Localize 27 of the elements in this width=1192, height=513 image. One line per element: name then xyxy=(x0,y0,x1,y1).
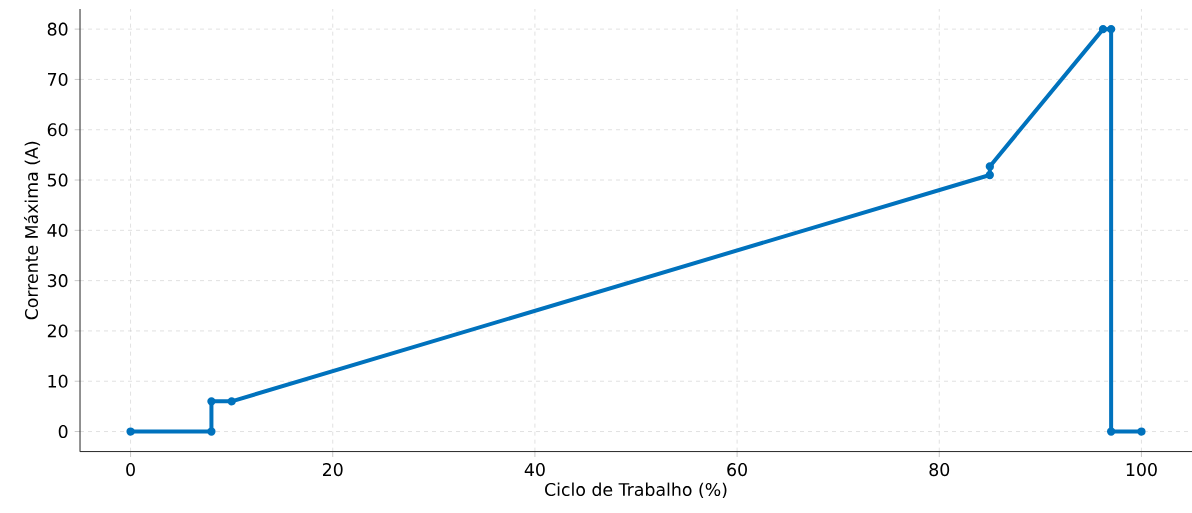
y-tick-label: 40 xyxy=(47,223,68,237)
x-tick-label: 80 xyxy=(929,463,950,477)
point xyxy=(1107,427,1116,436)
y-axis-title: Corrente Máxima (A) xyxy=(23,141,41,320)
point xyxy=(1098,24,1108,34)
x-tick-label: 20 xyxy=(322,463,343,477)
y-tick-label: 30 xyxy=(47,274,68,288)
y-tick-label: 0 xyxy=(58,424,68,439)
y-tick-label: 20 xyxy=(47,324,68,338)
point xyxy=(985,162,994,171)
x-tick-label: 0 xyxy=(126,463,135,477)
x-tick-label: 100 xyxy=(1126,463,1157,477)
y-tick-label: 60 xyxy=(47,123,68,137)
point xyxy=(227,397,236,406)
x-tick-label: 40 xyxy=(524,463,545,477)
point xyxy=(985,170,994,180)
y-tick-label: 10 xyxy=(48,374,68,388)
point xyxy=(207,397,216,406)
point xyxy=(126,427,135,436)
y-tick-label: 80 xyxy=(47,22,68,36)
point xyxy=(1137,427,1146,436)
point xyxy=(207,427,216,436)
x-tick-label: 60 xyxy=(727,463,747,477)
y-tick-label: 70 xyxy=(48,72,68,86)
y-tick-label: 50 xyxy=(47,173,68,187)
point xyxy=(1107,24,1116,34)
x-axis-title: Ciclo de Trabalho (%) xyxy=(545,482,727,499)
